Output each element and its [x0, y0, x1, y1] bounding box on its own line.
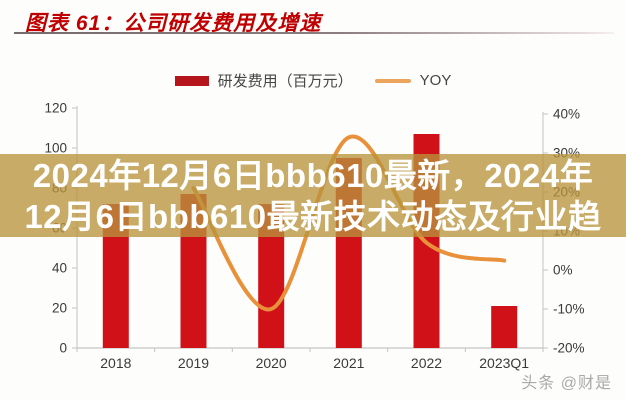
- overlay-banner: 2024年12月6日bbb610最新，2024年 12月6日bbb610最新技术…: [0, 154, 626, 237]
- x-tick-label-2022: 2022: [411, 355, 442, 371]
- x-tick-label-2021: 2021: [333, 355, 364, 371]
- x-tick-label-2023Q1: 2023Q1: [479, 355, 529, 371]
- left-axis-tick-label: 20: [52, 301, 67, 316]
- right-axis-tick-label: -20%: [553, 341, 585, 356]
- legend-bar-swatch: [174, 75, 209, 86]
- x-tick-label-2020: 2020: [256, 355, 287, 371]
- title-rule: [14, 32, 614, 34]
- x-tick-label-2018: 2018: [100, 355, 131, 371]
- overlay-text-line2: 12月6日bbb610最新技术动态及行业趋: [24, 197, 602, 235]
- right-axis-tick-label: 0%: [553, 263, 573, 278]
- left-axis-tick-label: 100: [44, 141, 67, 156]
- overlay-text-line1: 2024年12月6日bbb610最新，2024年: [32, 156, 594, 194]
- right-axis-tick-label: 40%: [553, 107, 580, 122]
- left-axis-tick-label: 40: [52, 261, 67, 276]
- legend-item-yoy: YOY: [374, 72, 452, 89]
- left-axis-tick-label: 120: [44, 101, 67, 116]
- legend-line-swatch: [374, 78, 411, 83]
- legend-bar-label: 研发费用（百万元）: [217, 73, 353, 90]
- bar-2023Q1: [491, 306, 518, 348]
- legend-item-rd-expense: 研发费用（百万元）: [174, 70, 353, 91]
- yoy-line: [191, 134, 507, 312]
- toutiao-watermark: 头条 @财是: [521, 375, 612, 392]
- left-axis-tick-label: 0: [59, 341, 67, 356]
- legend-yoy-label: YOY: [419, 72, 452, 89]
- right-axis-tick-label: -10%: [553, 302, 585, 317]
- chart-legend: 研发费用（百万元） YOY: [0, 70, 626, 91]
- x-tick-label-2019: 2019: [178, 355, 209, 371]
- chart-title: 图表 61：公司研发费用及增速: [25, 12, 322, 35]
